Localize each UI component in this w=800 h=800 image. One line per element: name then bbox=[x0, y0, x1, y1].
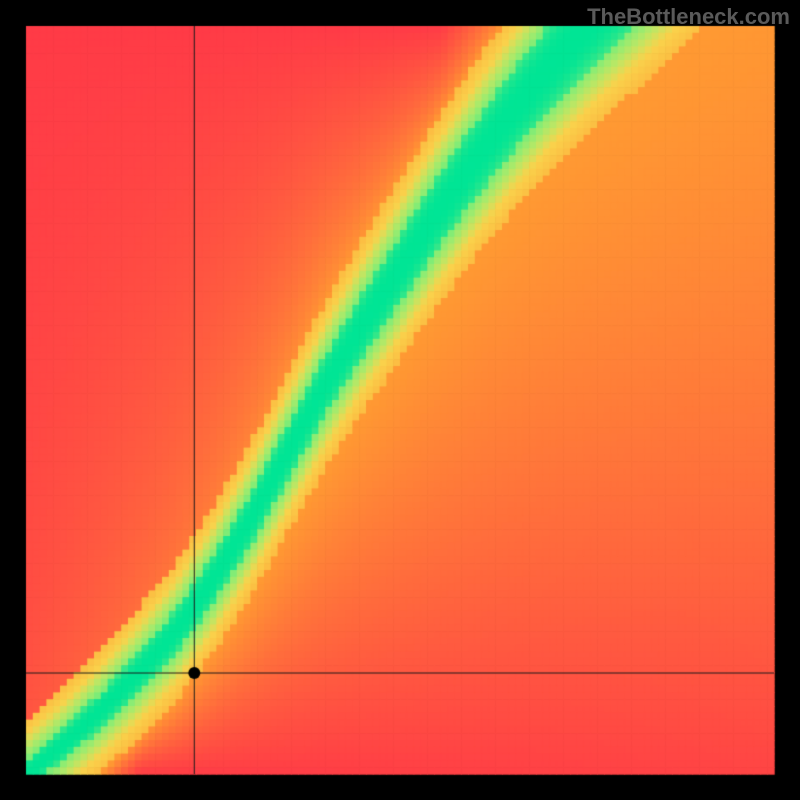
chart-container: TheBottleneck.com bbox=[0, 0, 800, 800]
bottleneck-heatmap-canvas bbox=[0, 0, 800, 800]
watermark-text: TheBottleneck.com bbox=[587, 4, 790, 30]
